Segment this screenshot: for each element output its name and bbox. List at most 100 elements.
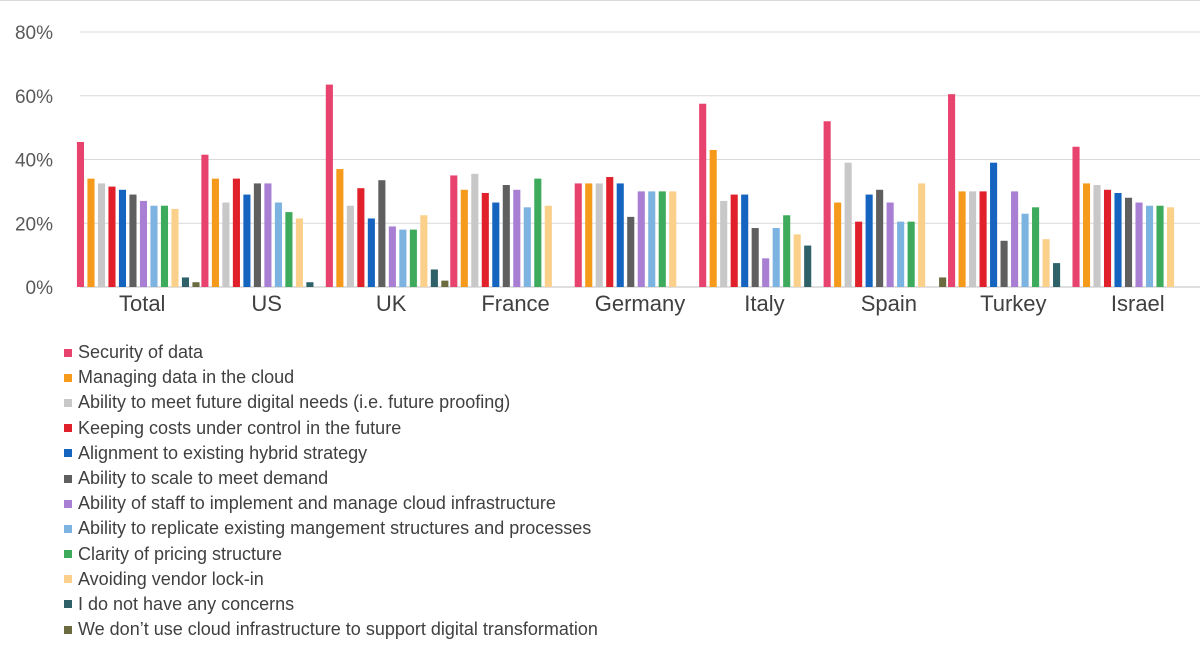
legend-item: Keeping costs under control in the futur… — [64, 416, 598, 441]
bar — [160, 205, 169, 287]
bar — [306, 282, 314, 287]
bar — [918, 183, 926, 287]
bar — [523, 207, 531, 287]
legend-item: Avoiding vendor lock-in — [64, 567, 598, 592]
chart-legend: Security of data Managing data in the clo… — [64, 340, 598, 642]
legend-swatch — [64, 373, 72, 382]
bar — [481, 192, 489, 287]
legend-item: We don’t use cloud infrastructure to sup… — [64, 617, 598, 642]
bar — [1103, 189, 1112, 287]
bar — [751, 228, 759, 287]
legend-label: Keeping costs under control in the futur… — [78, 417, 402, 438]
bar — [97, 183, 106, 287]
bar — [948, 94, 956, 287]
bar — [1032, 207, 1040, 287]
legend-label: Avoiding vendor lock-in — [78, 568, 264, 589]
bar — [534, 178, 542, 287]
bar — [762, 258, 770, 287]
bar — [606, 177, 614, 287]
bar — [346, 205, 354, 287]
bar — [325, 84, 333, 287]
bar — [793, 234, 801, 287]
bar — [118, 189, 127, 287]
legend-swatch — [64, 575, 72, 584]
legend-item: Ability to scale to meet demand — [64, 466, 598, 491]
bar — [1000, 240, 1008, 287]
x-tick-label: Spain — [861, 291, 917, 316]
legend-label: Security of data — [78, 342, 204, 363]
bar — [253, 183, 261, 287]
x-tick-label: US — [251, 291, 282, 316]
bar — [1145, 205, 1154, 287]
bar — [367, 218, 375, 287]
legend-swatch — [64, 499, 72, 508]
bar — [886, 202, 894, 287]
bar — [595, 183, 603, 287]
bar-chart: 0% 20% 40% 60% 80% Total US UK France Germany Ital… — [0, 0, 1200, 316]
legend-swatch — [64, 348, 72, 357]
legend-item: I do not have any concerns — [64, 592, 598, 617]
bar — [192, 282, 200, 287]
bar — [1072, 146, 1080, 287]
bar — [658, 191, 666, 287]
legend-label: Alignment to existing hybrid strategy — [78, 442, 368, 463]
bar — [274, 202, 282, 287]
bar — [834, 202, 842, 287]
legend-item: Alignment to existing hybrid strategy — [64, 441, 598, 466]
bar — [388, 226, 396, 287]
bar — [1124, 197, 1133, 287]
bar — [243, 194, 251, 287]
legend-item: Security of data — [64, 340, 598, 365]
y-tick-label: 60% — [15, 87, 53, 108]
y-tick-label: 0% — [26, 278, 54, 299]
legend-item: Ability to replicate existing mangement … — [64, 516, 598, 541]
legend-item: Ability of staff to implement and manage… — [64, 491, 598, 516]
bar — [285, 212, 293, 287]
bar — [574, 183, 582, 287]
bar — [865, 194, 873, 287]
bar — [1011, 191, 1019, 287]
bar — [471, 173, 479, 287]
legend-label: Ability to meet future digital needs (i.… — [78, 392, 511, 413]
bar — [772, 228, 780, 287]
bar — [823, 121, 831, 287]
bar — [699, 103, 707, 287]
bar — [1114, 192, 1122, 287]
bar — [460, 189, 468, 287]
bar — [232, 178, 240, 287]
bar — [804, 245, 812, 287]
legend-label: Managing data in the cloud — [78, 367, 295, 388]
bar — [939, 277, 947, 287]
bar — [855, 221, 863, 287]
bar — [783, 215, 791, 287]
y-tick-label: 80% — [15, 23, 53, 44]
legend-item: Clarity of pricing structure — [64, 542, 598, 567]
bar — [150, 205, 158, 287]
bar — [1053, 263, 1061, 287]
bar — [450, 175, 458, 287]
bar — [979, 191, 987, 287]
bar — [1166, 207, 1175, 287]
legend-swatch — [64, 474, 72, 483]
legend-swatch — [64, 600, 72, 609]
bar — [709, 149, 717, 287]
bar — [378, 180, 386, 287]
bar — [990, 162, 998, 287]
legend-swatch — [64, 524, 72, 533]
bar — [969, 191, 977, 287]
bar — [648, 191, 656, 287]
bar — [76, 141, 85, 287]
bar — [1042, 239, 1050, 287]
bar — [201, 154, 209, 287]
bar — [730, 194, 738, 287]
bar — [139, 200, 148, 287]
bar — [441, 280, 449, 287]
legend-label: Ability to replicate existing mangement … — [78, 518, 592, 539]
bar — [264, 183, 272, 287]
x-tick-label: Total — [119, 291, 165, 316]
x-tick-label: UK — [376, 291, 407, 316]
bar — [1135, 202, 1143, 287]
bar — [544, 205, 552, 287]
bar — [295, 218, 303, 287]
legend-swatch — [64, 550, 72, 559]
